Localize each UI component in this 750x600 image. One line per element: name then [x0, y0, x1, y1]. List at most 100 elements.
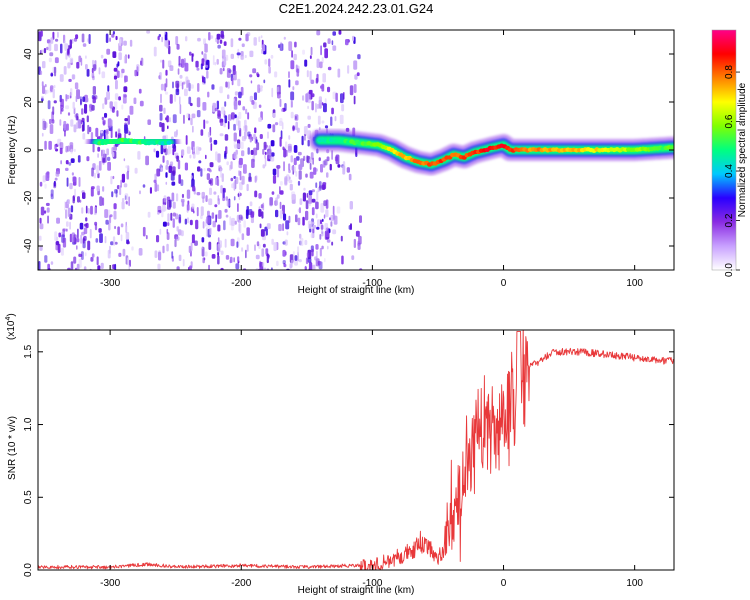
noise-mark — [209, 178, 214, 186]
noise-mark — [322, 218, 324, 222]
noise-mark — [85, 55, 87, 59]
noise-mark — [85, 205, 88, 214]
noise-mark — [108, 119, 113, 127]
noise-mark — [244, 54, 247, 59]
noise-mark — [41, 132, 44, 137]
noise-mark — [165, 69, 168, 76]
noise-mark — [254, 190, 258, 198]
noise-mark — [242, 106, 246, 111]
noise-mark — [120, 223, 124, 228]
noise-mark — [182, 259, 185, 267]
noise-mark — [294, 114, 299, 121]
noise-mark — [44, 122, 48, 129]
noise-mark — [89, 104, 92, 109]
x-tick-label: 0 — [501, 578, 507, 589]
noise-mark — [99, 233, 103, 243]
noise-mark — [240, 56, 245, 61]
noise-mark — [186, 189, 191, 199]
noise-mark — [166, 196, 171, 201]
noise-mark — [62, 228, 66, 232]
noise-mark — [44, 89, 47, 95]
noise-mark — [124, 118, 128, 122]
noise-mark — [45, 172, 50, 181]
spectrogram-x-axis: -300 -200 -100 0 100 — [100, 30, 643, 289]
noise-mark — [120, 72, 123, 78]
noise-mark — [288, 135, 291, 140]
noise-mark — [223, 41, 227, 46]
noise-mark — [121, 68, 125, 74]
noise-mark — [255, 254, 260, 260]
noise-mark — [250, 80, 253, 84]
noise-mark — [190, 84, 194, 89]
noise-mark — [47, 215, 49, 224]
noise-mark — [326, 156, 330, 162]
noise-mark — [355, 230, 360, 237]
colorbar-tick-label: 0.0 — [724, 263, 735, 277]
noise-mark — [242, 268, 247, 270]
noise-mark — [281, 108, 283, 112]
noise-mark — [121, 173, 125, 183]
noise-mark — [331, 107, 334, 115]
noise-mark — [316, 103, 320, 109]
noise-mark — [131, 246, 134, 251]
noise-mark — [209, 35, 214, 39]
noise-mark — [271, 191, 275, 195]
noise-mark — [47, 263, 50, 270]
noise-mark — [238, 223, 241, 232]
noise-mark — [39, 181, 43, 187]
noise-mark — [225, 54, 229, 61]
snr-x-axis: -300 -200 -100 0 100 — [100, 330, 643, 589]
noise-mark — [205, 227, 208, 237]
noise-mark — [176, 226, 179, 232]
noise-mark — [233, 132, 237, 142]
noise-mark — [241, 43, 245, 48]
noise-mark — [197, 166, 201, 172]
noise-mark — [264, 154, 266, 159]
noise-mark — [77, 119, 82, 129]
noise-mark — [323, 103, 327, 113]
noise-mark — [259, 223, 262, 229]
noise-mark — [311, 100, 314, 111]
noise-mark — [308, 262, 313, 270]
noise-mark — [351, 255, 355, 260]
noise-mark — [80, 120, 83, 125]
noise-mark — [44, 183, 47, 189]
noise-mark — [284, 239, 288, 246]
noise-mark — [96, 165, 99, 175]
noise-mark — [175, 236, 180, 241]
y-tick-label: 1.0 — [23, 417, 34, 431]
noise-mark — [74, 267, 78, 270]
noise-mark — [228, 114, 232, 121]
noise-mark — [233, 70, 237, 81]
noise-mark — [217, 110, 221, 117]
noise-mark — [138, 248, 143, 256]
noise-mark — [172, 170, 176, 176]
noise-mark — [193, 210, 195, 214]
noise-mark — [236, 241, 239, 248]
noise-mark — [247, 147, 250, 155]
noise-mark — [306, 252, 309, 258]
noise-mark — [243, 164, 247, 174]
noise-mark — [221, 106, 225, 115]
noise-mark — [295, 115, 297, 120]
noise-mark — [311, 221, 315, 225]
noise-mark — [67, 267, 71, 270]
x-tick-label: -300 — [100, 278, 120, 289]
noise-mark — [109, 214, 113, 218]
noise-mark — [172, 81, 174, 89]
snr-background — [38, 330, 674, 570]
noise-mark — [126, 241, 130, 245]
noise-mark — [82, 192, 86, 199]
noise-mark — [123, 183, 128, 188]
noise-mark — [98, 269, 100, 270]
noise-mark — [184, 162, 188, 171]
noise-mark — [303, 126, 308, 135]
noise-mark — [238, 157, 243, 165]
noise-mark — [226, 68, 231, 78]
noise-mark — [158, 251, 162, 261]
noise-mark — [69, 144, 73, 151]
noise-mark — [71, 172, 74, 176]
noise-mark — [321, 245, 324, 250]
noise-mark — [224, 208, 228, 213]
noise-mark — [324, 159, 328, 166]
